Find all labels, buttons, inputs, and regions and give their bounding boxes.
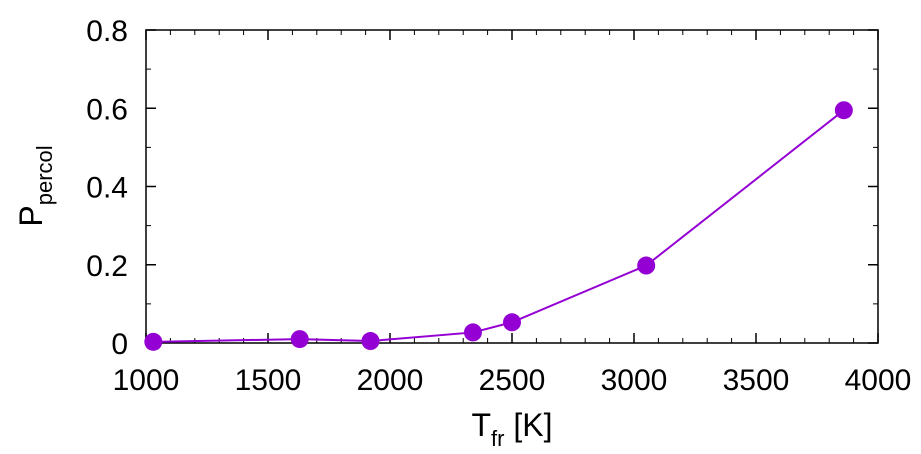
y-tick-labels: 0 0.2 0.4 0.6 0.8 [86, 15, 128, 361]
plot-frame [145, 29, 879, 344]
y-tick-label: 0.8 [86, 15, 128, 48]
y-tick-label: 0.6 [86, 93, 128, 126]
x-tick-label: 3500 [723, 364, 790, 397]
x-tick-label: 3000 [601, 364, 668, 397]
x-ticks [145, 30, 879, 343]
x-tick-label: 1500 [235, 364, 302, 397]
data-point [290, 330, 309, 349]
x-tick-label: 1000 [113, 364, 180, 397]
y-axis-label: Ppercol [13, 145, 57, 226]
x-tick-label: 2000 [357, 364, 424, 397]
y-tick-label: 0.4 [86, 172, 128, 205]
x-tick-labels: 1000 1500 2000 2500 3000 3500 4000 [113, 364, 912, 397]
x-axis-label-sub: fr [491, 426, 504, 451]
series-line [153, 109, 845, 343]
x-axis-label: Tfr [K] [471, 407, 552, 451]
data-point [144, 332, 163, 351]
x-tick-label: 4000 [845, 364, 912, 397]
data-points [144, 101, 853, 351]
data-point [834, 101, 853, 120]
y-ticks [146, 29, 878, 344]
x-axis-label-main: T [471, 407, 491, 443]
data-point [503, 313, 521, 332]
y-axis-label-sub: percol [32, 145, 57, 205]
y-axis-label-main: P [13, 205, 49, 226]
data-point [637, 256, 656, 275]
y-tick-label: 0 [111, 328, 128, 361]
x-axis-label-suffix: [K] [504, 407, 552, 443]
data-point [361, 332, 380, 351]
x-tick-label: 2500 [479, 364, 546, 397]
y-tick-label: 0.2 [86, 250, 128, 283]
data-point [463, 323, 482, 342]
